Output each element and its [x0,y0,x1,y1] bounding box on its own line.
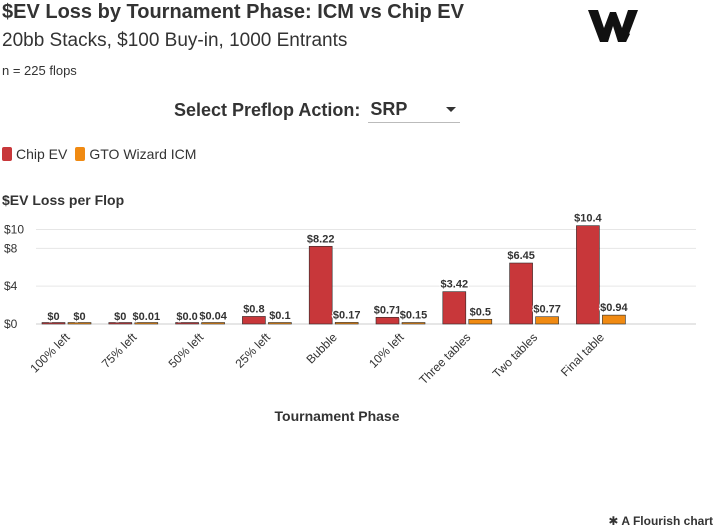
bar-icm [134,322,159,325]
data-label: $0.15 [400,310,428,322]
gto-wizard-logo-icon [588,10,638,42]
legend-swatch-chip-ev [2,147,12,161]
chart-title: $EV Loss by Tournament Phase: ICM vs Chi… [2,1,464,23]
data-label: $0.17 [333,309,361,321]
bar-icm [401,322,426,325]
data-label: $0.71 [374,304,402,316]
y-tick-label: $4 [4,279,18,293]
y-tick-label: $8 [4,241,18,255]
x-tick-label: Three tables [416,330,473,387]
x-tick-label: 10% left [366,330,407,371]
x-tick-label: Final table [558,330,607,379]
bar-icm [334,322,359,325]
data-label: $0.01 [133,311,161,323]
legend-label-chip-ev: Chip EV [16,146,68,162]
bar-icm [535,316,559,325]
bar-chip-ev [442,291,467,325]
bar-chip-ev [41,322,66,325]
preflop-action-dropdown[interactable]: SRP [368,97,461,123]
data-label: $0.94 [600,302,628,314]
bar-icm [602,314,626,325]
data-label: $0.77 [533,304,561,316]
data-label: $0 [73,311,85,323]
data-label: $0 [47,311,59,323]
data-label: $0.5 [470,306,491,318]
bar-chip-ev [308,245,333,325]
preflop-action-selector: Select Preflop Action: SRP [174,96,461,124]
x-tick-label: Two tables [490,330,540,380]
bar-chip-ev [576,225,600,325]
data-label: $0.8 [243,303,264,315]
data-label: $6.45 [507,250,535,262]
y-tick-label: $10 [4,222,24,236]
y-axis-title: $EV Loss per Flop [2,192,124,208]
bar-icm [268,322,292,325]
data-label: $3.42 [441,279,469,291]
bar-chip-ev [375,316,400,325]
data-label: $0.04 [199,311,227,323]
footer-text: A Flourish chart [621,514,713,528]
chart-subtitle: 20bb Stacks, $100 Buy-in, 1000 Entrants [2,30,348,51]
x-tick-label: Bubble [303,330,340,367]
x-tick-label: 50% left [166,330,207,371]
legend-item-icm[interactable]: GTO Wizard ICM [75,146,196,162]
data-label: $0.1 [269,310,290,322]
bar-chip-ev [108,322,133,325]
flourish-credit[interactable]: ✱ A Flourish chart [608,514,713,528]
legend-item-chip-ev[interactable]: Chip EV [2,146,67,162]
x-tick-label: 100% left [27,330,73,376]
chart-legend: Chip EV GTO Wizard ICM [2,146,204,162]
bar-icm [67,322,92,325]
bar-chip-ev [509,262,533,325]
dropdown-selected-value: SRP [370,99,408,119]
data-label: $0.0 [176,311,197,323]
x-axis-title: Tournament Phase [275,408,400,424]
x-tick-label: 25% left [232,330,273,371]
bar-chip-ev [175,322,199,325]
bar-chip-ev [242,316,266,325]
bar-icm [468,318,493,325]
selector-label: Select Preflop Action: [174,99,361,120]
legend-swatch-icm [75,147,86,161]
flourish-asterisk-icon: ✱ [608,514,619,528]
x-tick-label: 75% left [99,330,140,371]
data-label: $8.22 [307,233,335,245]
bar-icm [201,322,225,325]
y-tick-label: $0 [4,317,18,331]
data-label: $0 [114,311,126,323]
sample-size-note: n = 225 flops [2,63,77,78]
chevron-down-icon [446,107,457,112]
data-label: $10.4 [574,213,602,225]
legend-label-icm: GTO Wizard ICM [89,146,197,162]
